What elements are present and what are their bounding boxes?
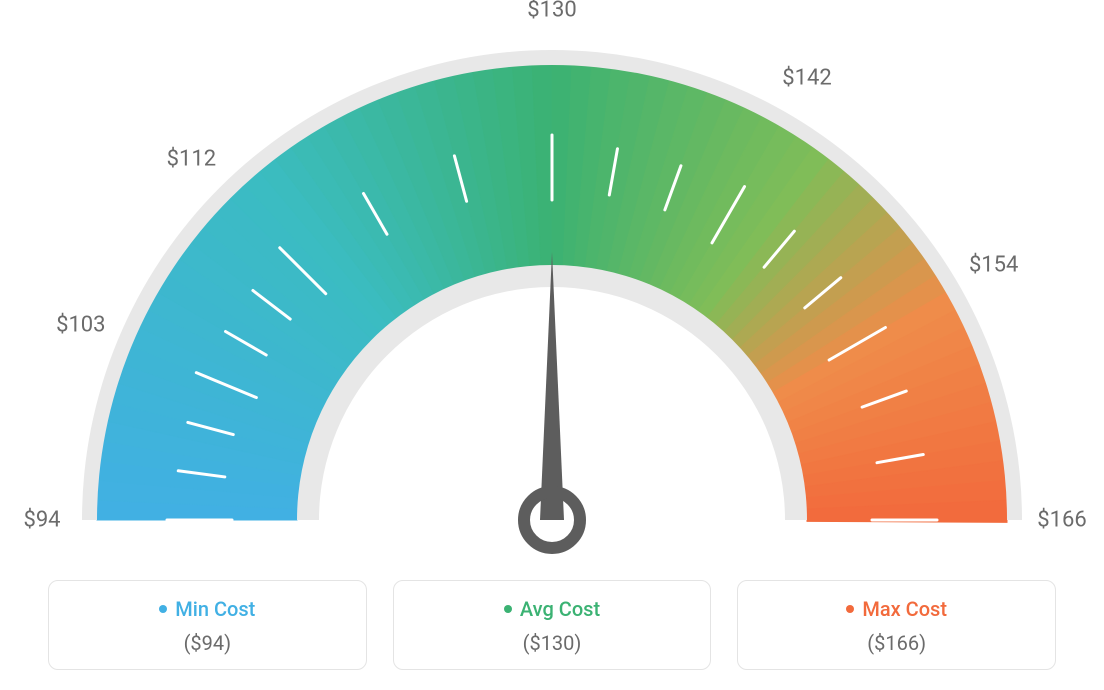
legend-value-max: ($166) (748, 631, 1045, 655)
gauge-tick-label: $154 (969, 253, 1018, 278)
legend-title-max-text: Max Cost (862, 597, 947, 621)
legend-title-min: Min Cost (59, 597, 356, 621)
legend-card-avg: Avg Cost ($130) (393, 580, 712, 670)
legend-card-max: Max Cost ($166) (737, 580, 1056, 670)
legend-value-avg: ($130) (404, 631, 701, 655)
gauge-chart: $94 $103 $112 $130 $142 $154 $166 (0, 0, 1104, 560)
legend-row: Min Cost ($94) Avg Cost ($130) Max Cost … (48, 580, 1056, 670)
legend-title-avg-text: Avg Cost (520, 597, 600, 621)
gauge-tick-label: $103 (56, 312, 105, 337)
gauge-tick-label: $166 (1037, 508, 1086, 533)
gauge-tick-label: $142 (782, 66, 831, 91)
dot-icon (846, 605, 854, 613)
legend-title-min-text: Min Cost (175, 597, 255, 621)
legend-title-max: Max Cost (748, 597, 1045, 621)
gauge-tick-label: $130 (527, 0, 576, 23)
dot-icon (504, 605, 512, 613)
dot-icon (159, 605, 167, 613)
legend-card-min: Min Cost ($94) (48, 580, 367, 670)
gauge-svg (0, 0, 1104, 560)
gauge-tick-label: $112 (167, 147, 216, 172)
gauge-tick-label: $94 (23, 508, 60, 533)
legend-title-avg: Avg Cost (404, 597, 701, 621)
legend-value-min: ($94) (59, 631, 356, 655)
